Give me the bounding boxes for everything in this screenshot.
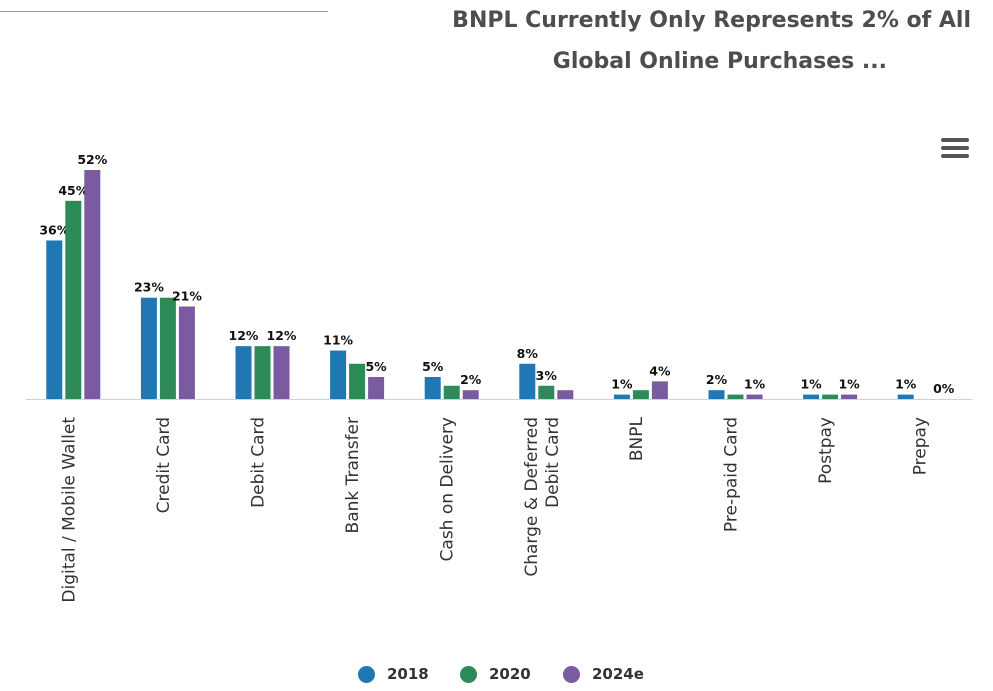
data-label-2024e-8: 1% [838, 377, 860, 392]
bar-2024e-1[interactable] [178, 306, 195, 399]
bar-2018-1[interactable] [140, 297, 157, 399]
data-label-2018-7: 2% [706, 372, 728, 387]
bar-2024e-4[interactable] [462, 390, 479, 399]
x-tick-label-9: Prepay [911, 417, 931, 475]
bar-2020-7[interactable] [727, 394, 744, 399]
data-label-2024e-2: 12% [267, 328, 297, 343]
bar-2020-4[interactable] [443, 385, 460, 399]
x-tick-label-6: BNPL [627, 416, 647, 461]
legend-label-2020: 2020 [489, 665, 531, 683]
bar-2020-3[interactable] [349, 363, 366, 399]
x-tick-label-7: Pre-paid Card [722, 417, 742, 532]
bar-2020-1[interactable] [159, 297, 176, 399]
bar-2018-9[interactable] [897, 394, 914, 399]
chart-title-line2: Global Online Purchases ... [552, 49, 887, 74]
data-label-2018-1: 23% [134, 280, 164, 295]
bar-2018-8[interactable] [803, 394, 820, 399]
data-label-2018-0: 36% [39, 222, 69, 237]
bar-2018-6[interactable] [613, 394, 630, 399]
bar-2024e-7[interactable] [746, 394, 763, 399]
bar-2018-0[interactable] [46, 240, 63, 399]
bar-2024e-5[interactable] [557, 390, 574, 399]
bar-2024e-6[interactable] [651, 381, 668, 399]
bar-2018-3[interactable] [330, 350, 347, 399]
data-label-2020-0: 45% [58, 183, 88, 198]
legend-dot-2018 [358, 665, 375, 683]
legend-item-2020[interactable]: 2020 [460, 665, 531, 683]
x-tick-label-2: Debit Card [249, 417, 269, 508]
bar-2018-5[interactable] [519, 363, 536, 399]
data-label-2024e-4: 2% [460, 372, 482, 387]
data-label-2024e-3: 5% [365, 359, 387, 374]
legend-label-2024e: 2024e [592, 665, 644, 683]
legend-dot-2024e [563, 665, 580, 683]
data-label-2024e-1: 21% [172, 289, 202, 304]
bar-2020-5[interactable] [538, 385, 555, 399]
hamburger-menu-icon[interactable] [941, 138, 969, 162]
bar-2020-8[interactable] [822, 394, 839, 399]
data-label-2024e-6: 4% [649, 363, 671, 378]
bar-2020-6[interactable] [632, 390, 649, 399]
x-tick-label-1: Credit Card [154, 417, 174, 513]
data-label-2024e-0: 52% [77, 152, 107, 167]
data-label-2018-4: 5% [422, 359, 444, 374]
data-label-2018-5: 8% [517, 346, 539, 361]
legend-dot-2020 [460, 665, 477, 683]
legend-label-2018: 2018 [387, 665, 429, 683]
x-tick-label-5: Charge & DeferredDebit Card [522, 417, 563, 577]
top-divider [0, 11, 328, 12]
legend-item-2018[interactable]: 2018 [358, 665, 429, 683]
data-label-2018-6: 1% [611, 377, 633, 392]
x-tick-label-0: Digital / Mobile Wallet [59, 417, 79, 603]
bar-2024e-2[interactable] [273, 346, 290, 399]
bar-2024e-3[interactable] [368, 376, 385, 399]
bar-2018-4[interactable] [424, 376, 441, 399]
bar-2018-7[interactable] [708, 390, 725, 399]
data-label-2018-9: 1% [895, 377, 917, 392]
bar-2024e-0[interactable] [84, 170, 101, 399]
bar-2020-0[interactable] [65, 200, 82, 399]
bar-chart: 36% 45% 52% Digital / Mobile Wallet 23% 21% Cr… [26, 152, 972, 603]
data-label-2024e-7: 1% [744, 377, 766, 392]
chart-title-line1: BNPL Currently Only Represents 2% of All [452, 8, 971, 33]
x-tick-label-8: Postpay [816, 417, 836, 484]
data-label-2018-2: 12% [229, 328, 259, 343]
bar-2024e-8[interactable] [841, 394, 858, 399]
legend-item-2024e[interactable]: 2024e [563, 665, 644, 683]
x-tick-label-3: Bank Transfer [343, 417, 363, 533]
bar-2018-2[interactable] [235, 346, 252, 399]
chart-legend: 2018 2020 2024e [0, 665, 993, 691]
bar-2020-2[interactable] [254, 346, 271, 399]
x-tick-label-4: Cash on Delivery [438, 417, 458, 561]
chart-title: BNPL Currently Only Represents 2% of All… [371, 0, 971, 82]
data-label-2018-8: 1% [800, 377, 822, 392]
data-label-2020-5: 3% [536, 368, 558, 383]
data-label-2024e-9: 0% [933, 381, 955, 396]
data-label-2018-3: 11% [323, 333, 353, 348]
